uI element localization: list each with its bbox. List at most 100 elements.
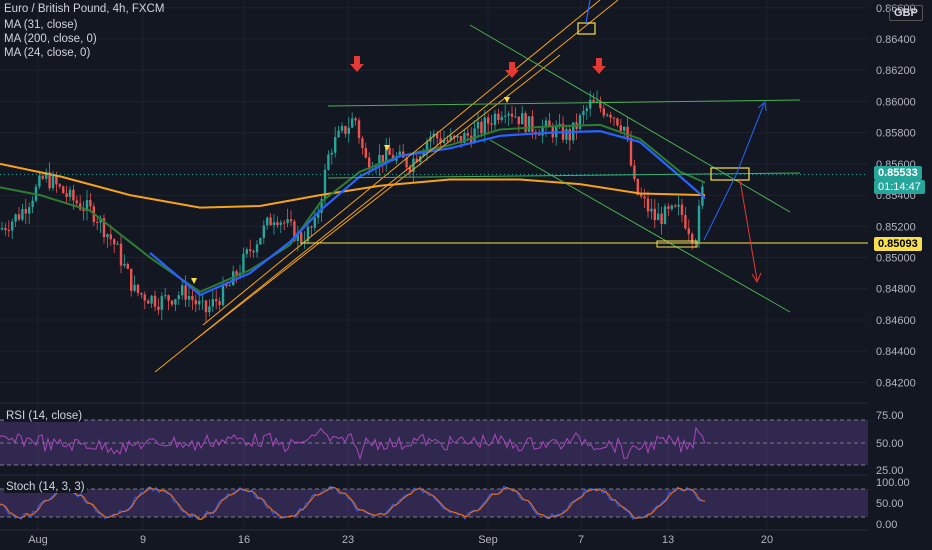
candle-body xyxy=(364,148,367,158)
candle-body xyxy=(225,283,228,287)
pane-separators xyxy=(0,402,932,531)
candle-body xyxy=(136,284,140,294)
candle-body xyxy=(674,205,677,207)
candle-body xyxy=(568,129,571,141)
price-tick-label: 0.86200 xyxy=(876,65,916,77)
price-tick-label: 0.84400 xyxy=(876,346,916,358)
candle-body xyxy=(667,206,670,209)
stoch-tick-label: 100.00 xyxy=(876,477,910,489)
candle-body xyxy=(691,234,694,243)
candle-body xyxy=(378,154,381,167)
candle-body xyxy=(602,108,605,116)
candle-body xyxy=(208,306,211,313)
price-tick-label: 0.84800 xyxy=(876,284,916,296)
candle-body xyxy=(14,214,17,222)
candle-body xyxy=(201,300,204,302)
time-tick-label: 16 xyxy=(238,534,250,546)
candle-body xyxy=(599,101,602,109)
time-tick-label: Sep xyxy=(478,534,498,546)
candle-body xyxy=(320,199,323,213)
indicator-zones xyxy=(0,419,868,518)
candle-body xyxy=(41,175,44,179)
candle-body xyxy=(317,212,320,218)
legend-ma200[interactable]: MA (200, close, 0) xyxy=(4,33,97,45)
legend-ma24[interactable]: MA (24, close, 0) xyxy=(4,47,91,59)
candle-body xyxy=(75,200,78,204)
candle-body xyxy=(612,117,616,119)
candle-body xyxy=(677,204,680,207)
small-marker-icon xyxy=(384,145,390,151)
candle-body xyxy=(157,306,160,310)
candle-body xyxy=(629,137,633,166)
support-box xyxy=(656,240,698,248)
candle-body xyxy=(623,126,626,131)
candle-body xyxy=(616,118,619,126)
candle-body xyxy=(548,120,551,127)
candle-body xyxy=(436,133,439,139)
candle-body xyxy=(330,152,333,155)
price-axis[interactable]: 0.866000.864000.862000.860000.858000.856… xyxy=(868,0,932,550)
candle-body xyxy=(58,184,61,187)
candle-body xyxy=(262,225,265,238)
candle-body xyxy=(276,222,279,226)
candle-body xyxy=(245,249,248,254)
candle-body xyxy=(497,113,500,120)
projection-down-line xyxy=(739,179,758,281)
stoch-tick-label: 0.00 xyxy=(876,519,897,531)
rsi-label[interactable]: RSI (14, close) xyxy=(4,410,85,422)
candle-body xyxy=(55,176,58,185)
candle-body xyxy=(323,169,327,200)
price-tick-label: 0.85000 xyxy=(876,253,916,265)
currency-badge[interactable]: GBP xyxy=(889,5,923,21)
candle-body xyxy=(143,294,146,301)
candle-body xyxy=(354,118,357,121)
candle-body xyxy=(643,196,646,199)
candle-body xyxy=(126,264,129,269)
candle-body xyxy=(252,250,255,253)
candle-body xyxy=(657,213,660,221)
projection-up-1 xyxy=(703,174,737,241)
ma31-line xyxy=(149,130,706,297)
stoch-label[interactable]: Stoch (14, 3, 3) xyxy=(4,481,87,493)
price-tick-label: 0.86000 xyxy=(876,96,916,108)
candle-body xyxy=(177,295,180,300)
candle-body xyxy=(527,116,531,132)
candle-body xyxy=(133,284,136,291)
candle-body xyxy=(398,151,401,157)
time-tick-label: 7 xyxy=(578,534,584,546)
breakout-box xyxy=(710,167,750,181)
candle-body xyxy=(293,221,296,241)
candle-body xyxy=(255,244,259,253)
stoch-tick-label: 50.00 xyxy=(876,498,904,510)
stoch-d-line xyxy=(0,486,706,521)
price-tick-label: 0.84200 xyxy=(876,377,916,389)
stoch-band xyxy=(0,489,868,517)
descending-channel-upper xyxy=(469,24,791,213)
rsi-line xyxy=(0,426,706,461)
candle-body xyxy=(272,222,276,226)
candle-body xyxy=(687,228,690,235)
candle-body xyxy=(507,113,510,116)
drawings[interactable] xyxy=(0,0,868,373)
candle-body xyxy=(606,114,609,116)
candle-body xyxy=(670,205,673,209)
candle-body xyxy=(160,296,163,310)
chart-title[interactable]: Euro / British Pound, 4h, FXCM xyxy=(4,3,165,15)
candle-body xyxy=(357,120,361,139)
candle-body xyxy=(473,128,476,143)
candle-body xyxy=(347,127,350,134)
red-down-arrow-icon xyxy=(505,62,519,78)
candle-body xyxy=(636,178,639,195)
candle-body xyxy=(456,135,459,138)
time-axis[interactable]: Aug 9 16 23 Sep 7 13 20 xyxy=(28,534,773,546)
candle-body xyxy=(446,140,449,142)
rsi-tick-label: 25.00 xyxy=(876,465,904,477)
candle-body xyxy=(449,135,452,141)
candle-body xyxy=(24,209,27,214)
candle-body xyxy=(113,239,116,245)
candle-body xyxy=(480,121,483,134)
legend-ma31[interactable]: MA (31, close) xyxy=(4,19,78,31)
candle-body xyxy=(204,300,208,313)
ascending-channel-upper xyxy=(154,0,619,373)
